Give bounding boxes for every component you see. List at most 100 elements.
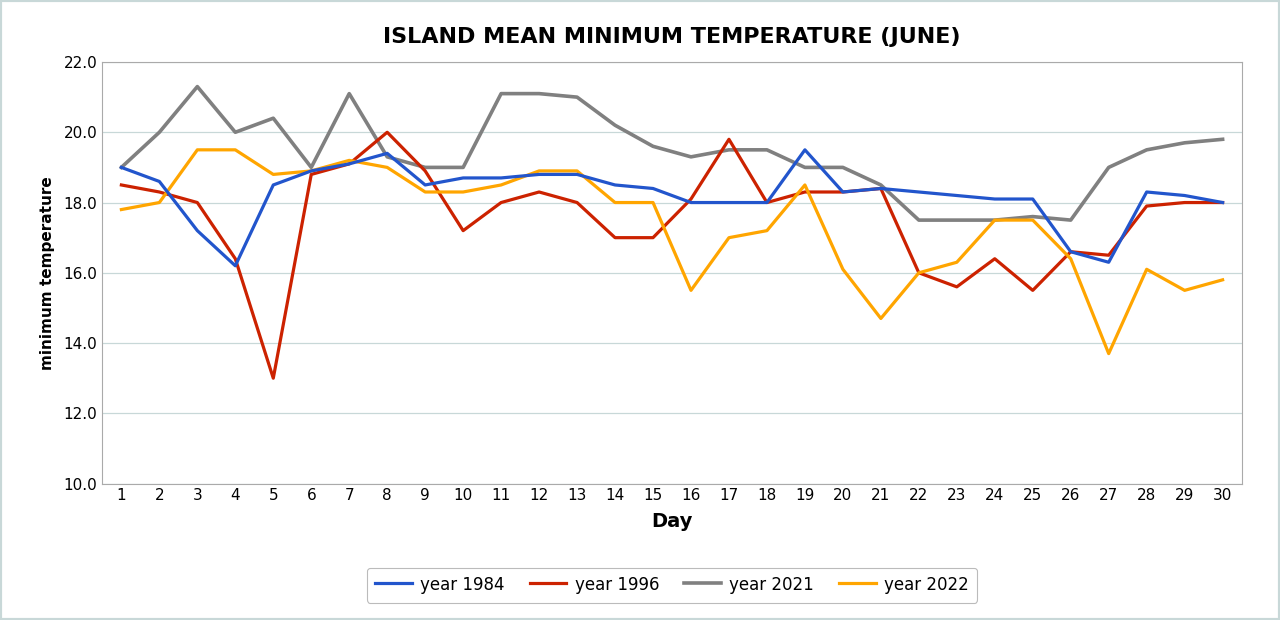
year 1984 [1025,195,1041,203]
year 1984 [493,174,508,182]
year 1996 [570,199,585,206]
year 1984 [873,185,888,192]
Y-axis label: minimum temperature: minimum temperature [41,176,55,370]
year 1996 [228,255,243,262]
year 2022 [379,164,394,171]
year 2021 [797,164,813,171]
year 1996 [1101,252,1116,259]
year 1984 [228,262,243,270]
year 1996 [645,234,660,241]
year 2021 [722,146,737,154]
Legend: year 1984, year 1996, year 2021, year 2022: year 1984, year 1996, year 2021, year 20… [367,568,977,603]
year 1996 [607,234,622,241]
year 1984 [684,199,699,206]
year 2022 [1215,276,1230,283]
year 2022 [493,181,508,188]
year 2021 [228,128,243,136]
year 2021 [948,216,965,224]
year 2021 [303,164,319,171]
year 2022 [266,170,282,178]
year 2021 [1062,216,1078,224]
year 1984 [570,170,585,178]
year 2022 [303,167,319,175]
year 1996 [493,199,508,206]
year 2022 [835,265,850,273]
year 2022 [114,206,129,213]
year 1984 [607,181,622,188]
year 2021 [531,90,547,97]
year 2021 [114,164,129,171]
year 1996 [873,185,888,192]
year 1996 [417,167,433,175]
year 2022 [948,259,965,266]
year 2022 [152,199,166,206]
year 1996 [456,227,471,234]
year 1984 [797,146,813,154]
year 2021 [607,122,622,129]
year 2021 [835,164,850,171]
year 2022 [531,167,547,175]
year 1984 [266,181,282,188]
year 1996 [722,136,737,143]
year 1996 [152,188,166,196]
year 2021 [1025,213,1041,220]
year 1996 [189,199,205,206]
year 1996 [911,269,927,277]
year 2022 [189,146,205,154]
year 2021 [1101,164,1116,171]
year 1984 [759,199,774,206]
year 2021 [684,153,699,161]
Line: year 2022: year 2022 [122,150,1222,353]
year 2021 [266,115,282,122]
year 1984 [1178,192,1193,199]
year 2021 [1215,136,1230,143]
year 2021 [570,94,585,101]
Line: year 1984: year 1984 [122,150,1222,266]
year 2021 [342,90,357,97]
Line: year 1996: year 1996 [122,132,1222,378]
year 1984 [987,195,1002,203]
year 2021 [911,216,927,224]
year 2021 [987,216,1002,224]
year 1996 [266,374,282,382]
year 2021 [1139,146,1155,154]
year 1996 [1025,286,1041,294]
year 2022 [570,167,585,175]
year 2022 [1101,350,1116,357]
year 2021 [417,164,433,171]
year 2021 [759,146,774,154]
year 1996 [987,255,1002,262]
year 1996 [948,283,965,291]
year 2021 [493,90,508,97]
year 2022 [759,227,774,234]
year 1996 [303,170,319,178]
year 1996 [342,160,357,167]
year 2022 [797,181,813,188]
year 1984 [645,185,660,192]
Title: ISLAND MEAN MINIMUM TEMPERATURE (JUNE): ISLAND MEAN MINIMUM TEMPERATURE (JUNE) [383,27,961,46]
year 1996 [1139,202,1155,210]
year 1996 [1178,199,1193,206]
year 2022 [228,146,243,154]
year 1984 [1215,199,1230,206]
year 1984 [911,188,927,196]
year 2022 [342,157,357,164]
year 1984 [189,227,205,234]
year 1984 [152,178,166,185]
Line: year 2021: year 2021 [122,87,1222,220]
year 1984 [114,164,129,171]
year 2022 [417,188,433,196]
year 1996 [531,188,547,196]
year 1996 [759,199,774,206]
year 2021 [152,128,166,136]
year 2022 [1178,286,1193,294]
year 2022 [1062,255,1078,262]
year 2022 [456,188,471,196]
X-axis label: Day: Day [652,512,692,531]
year 2021 [189,83,205,91]
year 1984 [948,192,965,199]
year 1996 [1062,248,1078,255]
year 2021 [645,143,660,150]
year 1984 [379,149,394,157]
year 2021 [379,153,394,161]
